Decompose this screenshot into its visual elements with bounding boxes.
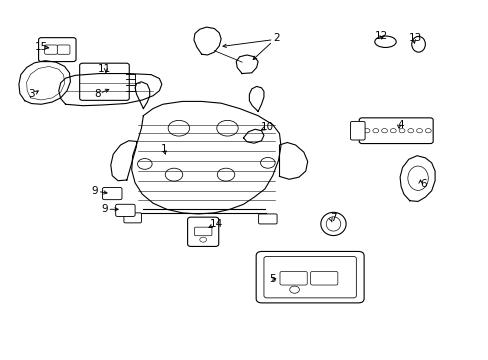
FancyBboxPatch shape — [44, 45, 57, 54]
FancyBboxPatch shape — [350, 121, 365, 140]
FancyBboxPatch shape — [102, 188, 122, 200]
Circle shape — [168, 120, 189, 136]
Circle shape — [137, 158, 152, 169]
Text: 13: 13 — [408, 33, 422, 43]
FancyBboxPatch shape — [123, 213, 141, 223]
FancyBboxPatch shape — [264, 256, 356, 298]
Circle shape — [165, 168, 183, 181]
Circle shape — [381, 129, 386, 133]
Text: 5: 5 — [269, 274, 275, 284]
Circle shape — [389, 129, 395, 133]
Circle shape — [289, 286, 299, 293]
Ellipse shape — [325, 217, 340, 231]
Text: 14: 14 — [209, 219, 223, 229]
Text: 8: 8 — [94, 89, 101, 99]
Text: 3: 3 — [28, 89, 35, 99]
Text: 11: 11 — [98, 64, 111, 73]
FancyBboxPatch shape — [280, 271, 306, 285]
Text: 12: 12 — [374, 31, 387, 41]
FancyBboxPatch shape — [116, 204, 135, 216]
Ellipse shape — [411, 36, 425, 52]
Circle shape — [364, 129, 369, 133]
Circle shape — [407, 129, 413, 133]
Ellipse shape — [320, 212, 346, 235]
Circle shape — [425, 129, 430, 133]
Text: 15: 15 — [35, 42, 48, 52]
Text: 1: 1 — [161, 144, 167, 154]
Text: 2: 2 — [272, 33, 279, 43]
FancyBboxPatch shape — [256, 251, 364, 303]
Circle shape — [260, 157, 275, 168]
Circle shape — [416, 129, 422, 133]
Circle shape — [372, 129, 378, 133]
Circle shape — [217, 168, 234, 181]
Text: 4: 4 — [397, 120, 404, 130]
Text: 9: 9 — [91, 186, 98, 197]
Ellipse shape — [407, 166, 427, 190]
Circle shape — [398, 129, 404, 133]
FancyBboxPatch shape — [310, 271, 337, 285]
Ellipse shape — [374, 36, 395, 48]
Circle shape — [200, 237, 206, 242]
FancyBboxPatch shape — [359, 118, 432, 144]
Text: 10: 10 — [261, 122, 274, 132]
Text: 7: 7 — [329, 213, 336, 223]
FancyBboxPatch shape — [187, 217, 218, 247]
FancyBboxPatch shape — [80, 63, 129, 100]
FancyBboxPatch shape — [258, 214, 277, 224]
FancyBboxPatch shape — [39, 38, 76, 62]
Circle shape — [216, 120, 238, 136]
Text: 9: 9 — [101, 204, 107, 214]
FancyBboxPatch shape — [57, 45, 70, 54]
Text: 6: 6 — [419, 179, 426, 189]
FancyBboxPatch shape — [194, 227, 211, 236]
